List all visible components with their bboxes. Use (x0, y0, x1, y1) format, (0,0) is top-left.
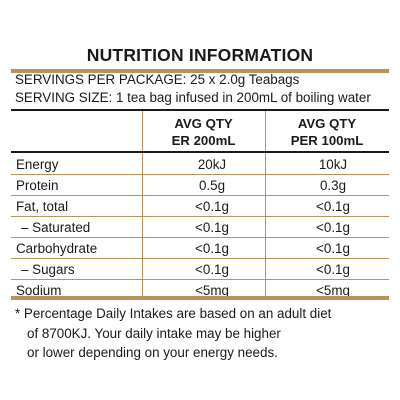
nutrient-name: Sodium (16, 283, 62, 298)
header-divider (11, 151, 389, 153)
value-per-100ml: <0.1g (316, 199, 350, 214)
table-row: Protein 0.5g 0.3g (11, 175, 389, 196)
table-row: Carbohydrate <0.1g <0.1g (11, 238, 389, 259)
value-per-serving: <0.1g (195, 220, 229, 235)
value-per-serving: <5mg (195, 283, 229, 298)
footnote-line: or lower depending on your energy needs. (27, 345, 278, 360)
value-per-100ml: <0.1g (316, 241, 350, 256)
value-per-serving: <0.1g (195, 199, 229, 214)
table-row: Fat, total <0.1g <0.1g (11, 196, 389, 217)
column-header-per-100ml: AVG QTY PER 100mL (265, 115, 389, 149)
nutrient-name: – Saturated (21, 220, 91, 235)
column-header-per-serving: AVG QTY ER 200mL (142, 115, 265, 149)
footnote-line: * Percentage Daily Intakes are based on … (15, 306, 332, 321)
value-per-100ml: 10kJ (318, 157, 348, 172)
column-header-per-100ml-line1: AVG QTY (297, 116, 357, 131)
column-header-per-serving-line1: AVG QTY (174, 116, 233, 131)
value-per-100ml: <0.1g (316, 220, 350, 235)
column-header-per-100ml-line2: PER 100mL (290, 133, 364, 148)
value-per-100ml: 0.3g (319, 178, 347, 193)
value-per-serving: 0.5g (198, 178, 226, 193)
row-divider (11, 279, 389, 280)
value-per-serving: 20kJ (197, 157, 227, 172)
panel-title: NUTRITION INFORMATION (86, 45, 314, 65)
row-divider (11, 216, 389, 217)
nutrient-name: – Sugars (21, 262, 75, 277)
table-bottom-divider (11, 296, 389, 300)
value-per-100ml: <0.1g (316, 262, 350, 277)
value-per-100ml: <5mg (316, 283, 350, 298)
footnote-line: of 8700KJ. Your daily intake may be high… (27, 325, 281, 341)
table-row: Sodium <5mg <5mg (11, 280, 389, 301)
footnote: * Percentage Daily Intakes are based on … (15, 304, 387, 363)
table-row: Energy 20kJ 10kJ (11, 154, 389, 175)
value-per-serving: <0.1g (195, 262, 229, 277)
nutrient-name: Carbohydrate (16, 241, 98, 256)
row-divider (11, 258, 389, 259)
title-divider (11, 69, 389, 73)
row-divider (11, 237, 389, 238)
nutrient-name: Fat, total (16, 199, 69, 214)
serving-divider (11, 109, 389, 111)
value-per-serving: <0.1g (195, 241, 229, 256)
serving-size: SERVING SIZE: 1 tea bag infused in 200mL… (15, 90, 371, 105)
table-row: – Saturated <0.1g <0.1g (11, 217, 389, 238)
column-divider-left (142, 111, 143, 296)
column-header-per-serving-line2: ER 200mL (171, 133, 236, 148)
nutrient-name: Energy (16, 157, 59, 172)
row-divider (11, 174, 389, 175)
row-divider (11, 195, 389, 196)
column-divider-right (265, 111, 266, 296)
table-row: – Sugars <0.1g <0.1g (11, 259, 389, 280)
servings-per-package: SERVINGS PER PACKAGE: 25 x 2.0g Teabags (15, 72, 300, 87)
nutrient-name: Protein (16, 178, 59, 193)
